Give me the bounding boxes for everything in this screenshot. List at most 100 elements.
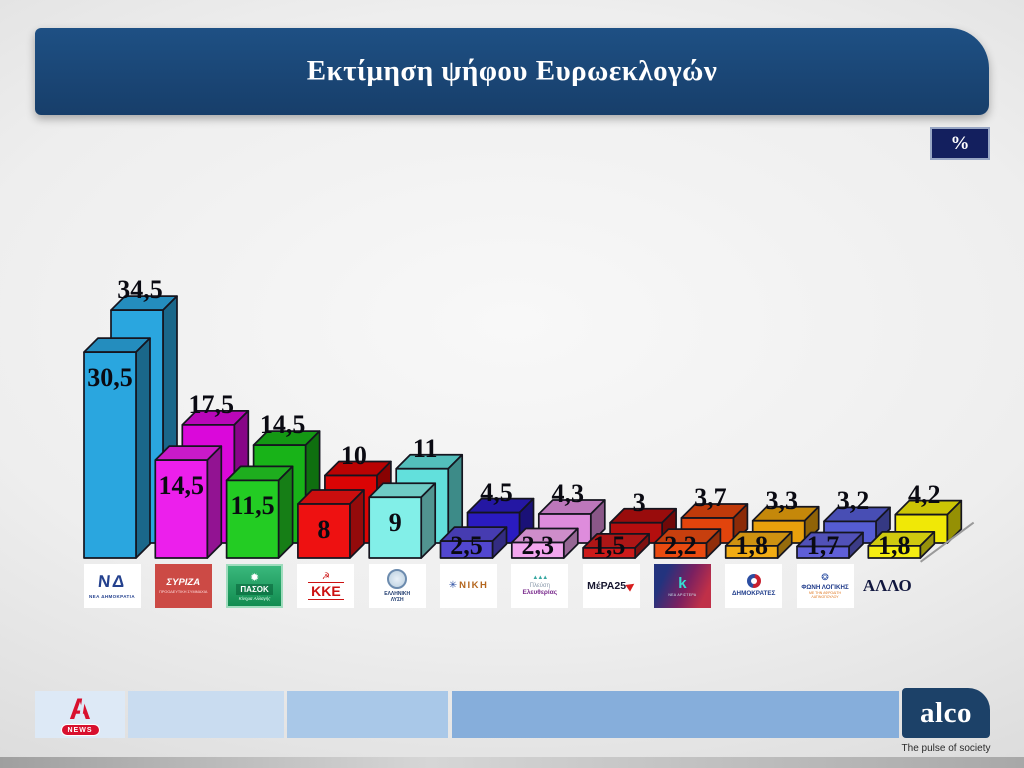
logo-box-foni-logikis: ❂ ΦΩΝΗ ΛΟΓΙΚΗΣ ΜΕ ΤΗΝ ΑΦΡΟΔΙΤΗ ΛΑΤΙΝΟΠΟΥΛΟ… — [796, 563, 854, 608]
logo-allo: ΑΛΛΟ — [856, 562, 918, 609]
value-low-allo: 1,8 — [878, 531, 911, 560]
page-title: Εκτίμηση ψήφου Ευρωεκλογών — [306, 55, 718, 87]
other-label: ΑΛΛΟ — [862, 575, 912, 595]
bar-low-kke-front — [297, 503, 351, 559]
logo-plefsi-eleftherias: ▲▲▲ Πλεύση Ελευθερίας — [509, 562, 571, 609]
elliniki-lysi-wordmark: ΕΛΛΗΝΙΚΗ — [384, 590, 411, 597]
logo-box-niki: ✳ ΝΙΚΗ — [440, 563, 497, 608]
alpha-news-badge: NEWS — [60, 724, 100, 736]
foni-subtitle: ΜΕ ΤΗΝ ΑΦΡΟΔΙΤΗ ΛΑΤΙΝΟΠΟΥΛΟΥ — [808, 591, 842, 599]
logo-box-plefsi-eleftherias: ▲▲▲ Πλεύση Ελευθερίας — [511, 563, 569, 608]
hammer-sickle-icon: ☭ — [321, 571, 330, 581]
dimokrates-wordmark: ΔΗΜΟΚΡΑΤΕΣ — [732, 590, 776, 597]
logo-mera25: ΜέΡΑ25 — [580, 562, 642, 609]
syriza-subtitle: ΠΡΟΟΔΕΥΤΙΚΗ ΣΥΜΜΑΧΙΑ — [159, 590, 208, 594]
value-low-plefsi-eleftherias: 2,3 — [521, 531, 555, 560]
value-low-mera25: 1,5 — [592, 531, 626, 560]
value-low-kke: 8 — [317, 515, 331, 544]
dimokrates-circle-center — [750, 578, 757, 584]
logo-box-nea-dimokratia: ΝΔ ΝΕΑ ΔΗΜΟΚΡΑΤΙΑ — [83, 563, 141, 608]
alpha-letter: Α — [69, 693, 91, 726]
mera25-bird-icon — [625, 579, 637, 592]
logo-box-dimokrates: ΔΗΜΟΚΡΑΤΕΣ — [725, 563, 783, 608]
alpha-news-logo: Α NEWS — [60, 693, 100, 736]
nd-wordmark: ΝΕΑ ΔΗΜΟΚΡΑΤΙΑ — [89, 594, 135, 599]
plefsi-wordmark: Πλεύση — [529, 583, 550, 589]
logo-foni-logikis: ❂ ΦΩΝΗ ΛΟΓΙΚΗΣ ΜΕ ΤΗΝ ΑΦΡΟΔΙΤΗ ΛΑΤΙΝΟΠΟΥΛΟ… — [794, 562, 856, 609]
niki-row: ✳ ΝΙΚΗ — [449, 580, 489, 591]
foni-wordmark: ΦΩΝΗ ΛΟΓΙΚΗΣ — [801, 584, 849, 591]
niki-wordmark: ΝΙΚΗ — [459, 580, 489, 591]
logo-dimokrates: ΔΗΜΟΚΡΑΤΕΣ — [723, 562, 785, 609]
value-low-elliniki-lysi: 9 — [388, 508, 402, 538]
pasok-wordmark: ΠΑΣΟΚ — [236, 583, 273, 595]
nd-monogram: ΝΔ — [96, 572, 128, 591]
value-low-nea-dimokratia: 30,5 — [87, 363, 133, 393]
bar-low-niki-front — [439, 540, 494, 559]
nea-aristera-k-icon: k — [678, 574, 687, 592]
footer-box-2 — [128, 691, 284, 738]
value-low-dimokrates: 1,8 — [735, 531, 768, 560]
logo-box-kke: ☭ ΚΚΕ — [297, 563, 355, 608]
value-high-mera25: 3 — [632, 487, 646, 517]
bar-low-pasok-front — [225, 479, 280, 559]
logo-box-nea-aristera: k ΝΕΑ ΑΡΙΣΤΕΡΑ — [653, 563, 711, 608]
value-high-nea-aristera: 3,7 — [694, 483, 727, 513]
logo-pasok: ✹ ΠΑΣΟΚ Κίνημα Αλλαγής — [224, 562, 286, 609]
alco-logo: alco — [902, 688, 990, 738]
value-high-elliniki-lysi: 11 — [412, 433, 438, 463]
footer-box-4 — [452, 691, 899, 738]
niki-star-icon: ✳ — [448, 580, 458, 591]
nea-aristera-wordmark: ΝΕΑ ΑΡΙΣΤΕΡΑ — [668, 592, 697, 597]
bar-low-elliniki-lysi-front — [368, 496, 423, 559]
value-high-syriza: 17,5 — [188, 389, 235, 419]
value-high-nea-dimokratia: 34,5 — [117, 275, 163, 305]
logo-nea-dimokratia: ΝΔ ΝΕΑ ΔΗΜΟΚΡΑΤΙΑ — [81, 562, 143, 609]
value-high-plefsi-eleftherias: 4,3 — [551, 478, 585, 508]
value-high-allo: 4,2 — [908, 479, 941, 509]
mera25-wordmark: ΜέΡΑ25 — [587, 579, 627, 592]
logo-niki: ✳ ΝΙΚΗ — [438, 562, 500, 609]
elliniki-lysi-emblem-icon — [387, 568, 408, 589]
dimokrates-circle-icon — [746, 574, 761, 588]
bar-low-nea-aristera-front — [653, 542, 708, 559]
value-high-foni-logikis: 3,2 — [836, 486, 870, 516]
logo-nea-aristera: k ΝΕΑ ΑΡΙΣΤΕΡΑ — [651, 562, 713, 609]
footer-box-3 — [287, 691, 448, 738]
percent-badge: % — [930, 127, 990, 160]
value-low-pasok: 11,5 — [230, 491, 275, 521]
bar-low-allo-front — [867, 544, 922, 559]
value-high-kke: 10 — [340, 440, 367, 470]
elliniki-lysi-wordmark-2: ΛΥΣΗ — [390, 596, 404, 603]
value-low-nea-aristera: 2,2 — [664, 531, 697, 560]
logo-box-mera25: ΜέΡΑ25 — [582, 563, 640, 608]
bar-low-nea-dimokratia-front — [83, 351, 137, 559]
bar-low-foni-logikis-front — [796, 545, 850, 559]
alco-name: alco — [920, 696, 972, 729]
foni-emblem-icon: ❂ — [821, 572, 829, 582]
title-banner: Εκτίμηση ψήφου Ευρωεκλογών — [35, 28, 989, 115]
bar-low-mera25-front — [582, 547, 636, 559]
logo-elliniki-lysi: ΕΛΛΗΝΙΚΗ ΛΥΣΗ — [366, 562, 428, 609]
value-high-dimokrates: 3,3 — [765, 485, 798, 515]
logo-box-syriza: ΣΥΡΙΖΑ ΠΡΟΟΔΕΥΤΙΚΗ ΣΥΜΜΑΧΙΑ — [154, 563, 212, 608]
logo-kke: ☭ ΚΚΕ — [295, 562, 357, 609]
value-low-foni-logikis: 1,7 — [806, 531, 840, 560]
value-high-niki: 4,5 — [480, 477, 513, 507]
logo-box-pasok: ✹ ΠΑΣΟΚ Κίνημα Αλλαγής — [226, 563, 284, 608]
value-high-pasok: 14,5 — [259, 410, 306, 440]
value-low-niki: 2,5 — [450, 531, 483, 560]
footer-box-alpha: Α NEWS — [35, 691, 125, 738]
logo-box-elliniki-lysi: ΕΛΛΗΝΙΚΗ ΛΥΣΗ — [368, 563, 426, 608]
mera25-row: ΜέΡΑ25 — [587, 579, 637, 592]
pasok-sun-icon: ✹ — [249, 571, 260, 584]
plefsi-wordmark-2: Ελευθερίας — [522, 589, 558, 596]
bottom-strip — [0, 757, 1024, 768]
pasok-subtitle: Κίνημα Αλλαγής — [238, 595, 271, 601]
kke-wordmark: ΚΚΕ — [308, 582, 344, 600]
value-low-syriza: 14,5 — [158, 471, 205, 501]
sailboat-icon: ▲▲▲ — [532, 575, 548, 581]
